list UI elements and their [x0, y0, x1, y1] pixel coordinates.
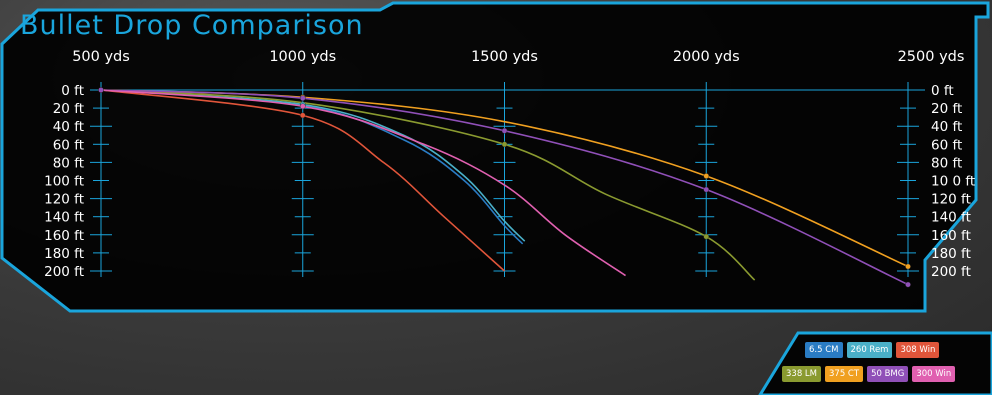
y-tick-label-right: 40 ft	[931, 119, 962, 135]
legend-chip-50-bmg: 50 BMG	[867, 366, 909, 382]
legend-chip-338-lm: 338 LM	[782, 366, 821, 382]
y-tick-label-left: 140 ft	[44, 210, 84, 226]
series-line-260-rem	[100, 89, 526, 242]
legend-row-1: 6.5 CM 260 Rem 308 Win	[805, 342, 940, 358]
x-tick-label: 2500 yds	[898, 49, 965, 65]
marker-50-bmg	[501, 127, 508, 134]
y-tick-label-left: 40 ft	[53, 119, 84, 135]
marker-50-bmg	[703, 186, 710, 193]
legend-row-2: 338 LM 375 CT 50 BMG 300 Win	[782, 366, 956, 382]
legend-chip-300-win: 300 Win	[912, 366, 956, 382]
series-line-300-win	[100, 89, 626, 277]
x-tick-label: 1500 yds	[471, 49, 538, 65]
x-tick-label: 1000 yds	[269, 49, 336, 65]
y-tick-label-right: 140 ft	[931, 210, 971, 226]
y-tick-label-right: 160 ft	[931, 228, 971, 244]
y-tick-label-left: 0 ft	[61, 83, 84, 99]
marker-338-lm	[703, 233, 710, 240]
y-tick-label-right: 0 ft	[931, 83, 954, 99]
chart-panel	[0, 1, 990, 313]
y-tick-label-left: 80 ft	[53, 155, 84, 171]
x-tick-label: 500 yds	[72, 49, 130, 65]
y-tick-label-right: 200 ft	[931, 264, 971, 280]
marker-50-bmg	[905, 281, 911, 288]
y-tick-label-left: 20 ft	[53, 101, 84, 117]
y-tick-label-right: 10 0 ft	[931, 174, 975, 190]
y-tick-label-right: 60 ft	[931, 137, 962, 153]
legend-chip-6-5-cm: 6.5 CM	[805, 342, 843, 358]
y-tick-label-left: 120 ft	[44, 192, 84, 208]
y-tick-label-left: 100 ft	[44, 174, 84, 190]
marker-375-ct	[703, 173, 710, 179]
y-tick-label-right: 20 ft	[931, 101, 962, 117]
marker-308-win	[299, 112, 306, 119]
marker-375-ct	[905, 263, 911, 270]
y-tick-label-right: 180 ft	[931, 246, 971, 262]
y-tick-label-right: 80 ft	[931, 155, 962, 171]
marker-338-lm	[501, 141, 508, 148]
chart-title: Bullet Drop Comparison	[20, 10, 364, 41]
y-tick-label-left: 160 ft	[44, 228, 84, 244]
legend-chip-308-win: 308 Win	[896, 342, 940, 358]
marker-50-bmg	[299, 95, 306, 101]
marker-300-win	[299, 103, 306, 110]
y-tick-label-left: 200 ft	[44, 264, 84, 280]
x-tick-label: 2000 yds	[673, 49, 740, 65]
y-tick-label-left: 60 ft	[53, 137, 84, 153]
series-line-308-win	[100, 89, 506, 272]
marker-50-bmg	[98, 87, 104, 93]
legend-chip-260-rem: 260 Rem	[846, 342, 893, 358]
y-tick-label-right: 120 ft	[931, 192, 971, 208]
y-tick-label-left: 180 ft	[44, 246, 84, 262]
legend-chip-375-ct: 375 CT	[825, 366, 864, 382]
